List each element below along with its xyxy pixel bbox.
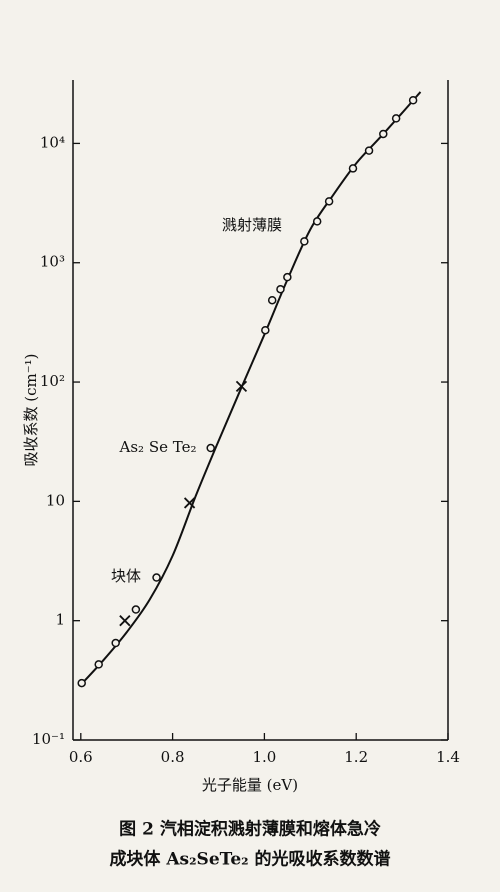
annotation: 溅射薄膜 <box>222 216 282 234</box>
data-point <box>283 272 292 282</box>
y-tick-label: 10³ <box>40 253 65 271</box>
data-point <box>324 197 334 206</box>
data-point <box>94 660 103 669</box>
x-tick-label: 1.0 <box>252 748 276 766</box>
x-tick-label: 1.4 <box>436 748 460 766</box>
data-point <box>131 605 141 614</box>
data-point <box>348 164 358 173</box>
data-point <box>312 217 322 226</box>
caption: 图 2 汽相淀积溅射薄膜和熔体急冷 <box>119 819 381 840</box>
data-point <box>119 615 131 627</box>
y-tick-label: 10 <box>46 491 65 509</box>
data-point <box>300 237 309 246</box>
data-point <box>391 114 401 123</box>
data-point <box>276 284 285 294</box>
data-point <box>77 678 86 688</box>
curve <box>80 91 422 686</box>
data-point <box>206 443 215 453</box>
annotation: As₂ Se Te₂ <box>119 438 197 456</box>
caption: 成块体 As₂SeTe₂ 的光吸收系数数谱 <box>109 849 390 870</box>
y-tick-label: 1 <box>55 611 65 629</box>
data-point <box>183 497 196 509</box>
y-axis-label: 吸收系数 (cm⁻¹) <box>22 353 40 466</box>
x-tick-label: 0.6 <box>69 748 93 766</box>
data-point <box>379 129 388 139</box>
data-point <box>235 380 248 393</box>
data-point <box>111 638 120 648</box>
y-tick-label: 10⁴ <box>40 133 65 151</box>
data-point <box>261 325 270 335</box>
data-point <box>408 96 418 105</box>
y-tick-label: 10² <box>40 372 65 390</box>
data-point <box>364 146 374 155</box>
annotation: 块体 <box>111 567 141 585</box>
y-tick-label: 10⁻¹ <box>32 730 65 748</box>
x-axis-label: 光子能量 (eV) <box>202 776 298 794</box>
data-point <box>152 573 161 582</box>
x-tick-label: 0.8 <box>161 748 185 766</box>
data-point <box>267 295 277 305</box>
x-tick-label: 1.2 <box>344 748 368 766</box>
